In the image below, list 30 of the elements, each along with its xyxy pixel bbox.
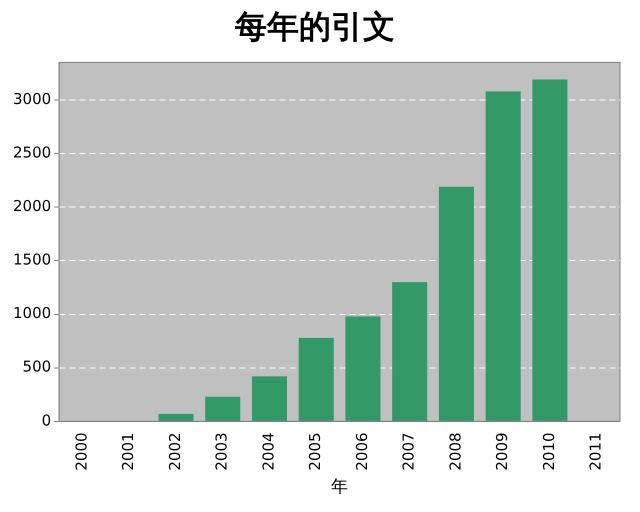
x-tick-label: 2007 (400, 432, 418, 471)
x-tick-label: 2004 (259, 432, 278, 471)
bar (205, 396, 240, 421)
y-tick-label: 2000 (12, 196, 52, 215)
y-tick-label: 0 (42, 411, 52, 430)
bar (298, 338, 334, 421)
x-tick-label: 2002 (166, 432, 184, 471)
y-tick-label: 3000 (12, 90, 52, 108)
y-tick-label: 500 (22, 358, 52, 376)
bar (532, 80, 568, 421)
bar (486, 91, 521, 421)
x-tick-label: 2009 (493, 432, 512, 471)
x-tick-label: 2000 (72, 432, 90, 471)
chart-title: 每年的引文 (234, 8, 395, 46)
bar (438, 186, 474, 421)
bar (392, 282, 428, 421)
y-tick-label: 1000 (12, 304, 52, 322)
x-tick-label: 2001 (119, 432, 138, 471)
y-tick-label: 1500 (12, 250, 52, 269)
bar (158, 414, 194, 421)
x-tick-label: 2010 (540, 432, 558, 471)
bar (252, 376, 288, 421)
x-tick-label: 2011 (586, 432, 605, 471)
bar (345, 316, 380, 421)
x-tick-label: 2006 (352, 432, 371, 471)
x-axis-title: 年 (331, 477, 348, 498)
y-tick-label: 2500 (12, 143, 52, 162)
x-tick-label: 2008 (446, 432, 464, 471)
x-tick-label: 2003 (212, 432, 231, 471)
x-tick-label: 2005 (306, 432, 324, 471)
